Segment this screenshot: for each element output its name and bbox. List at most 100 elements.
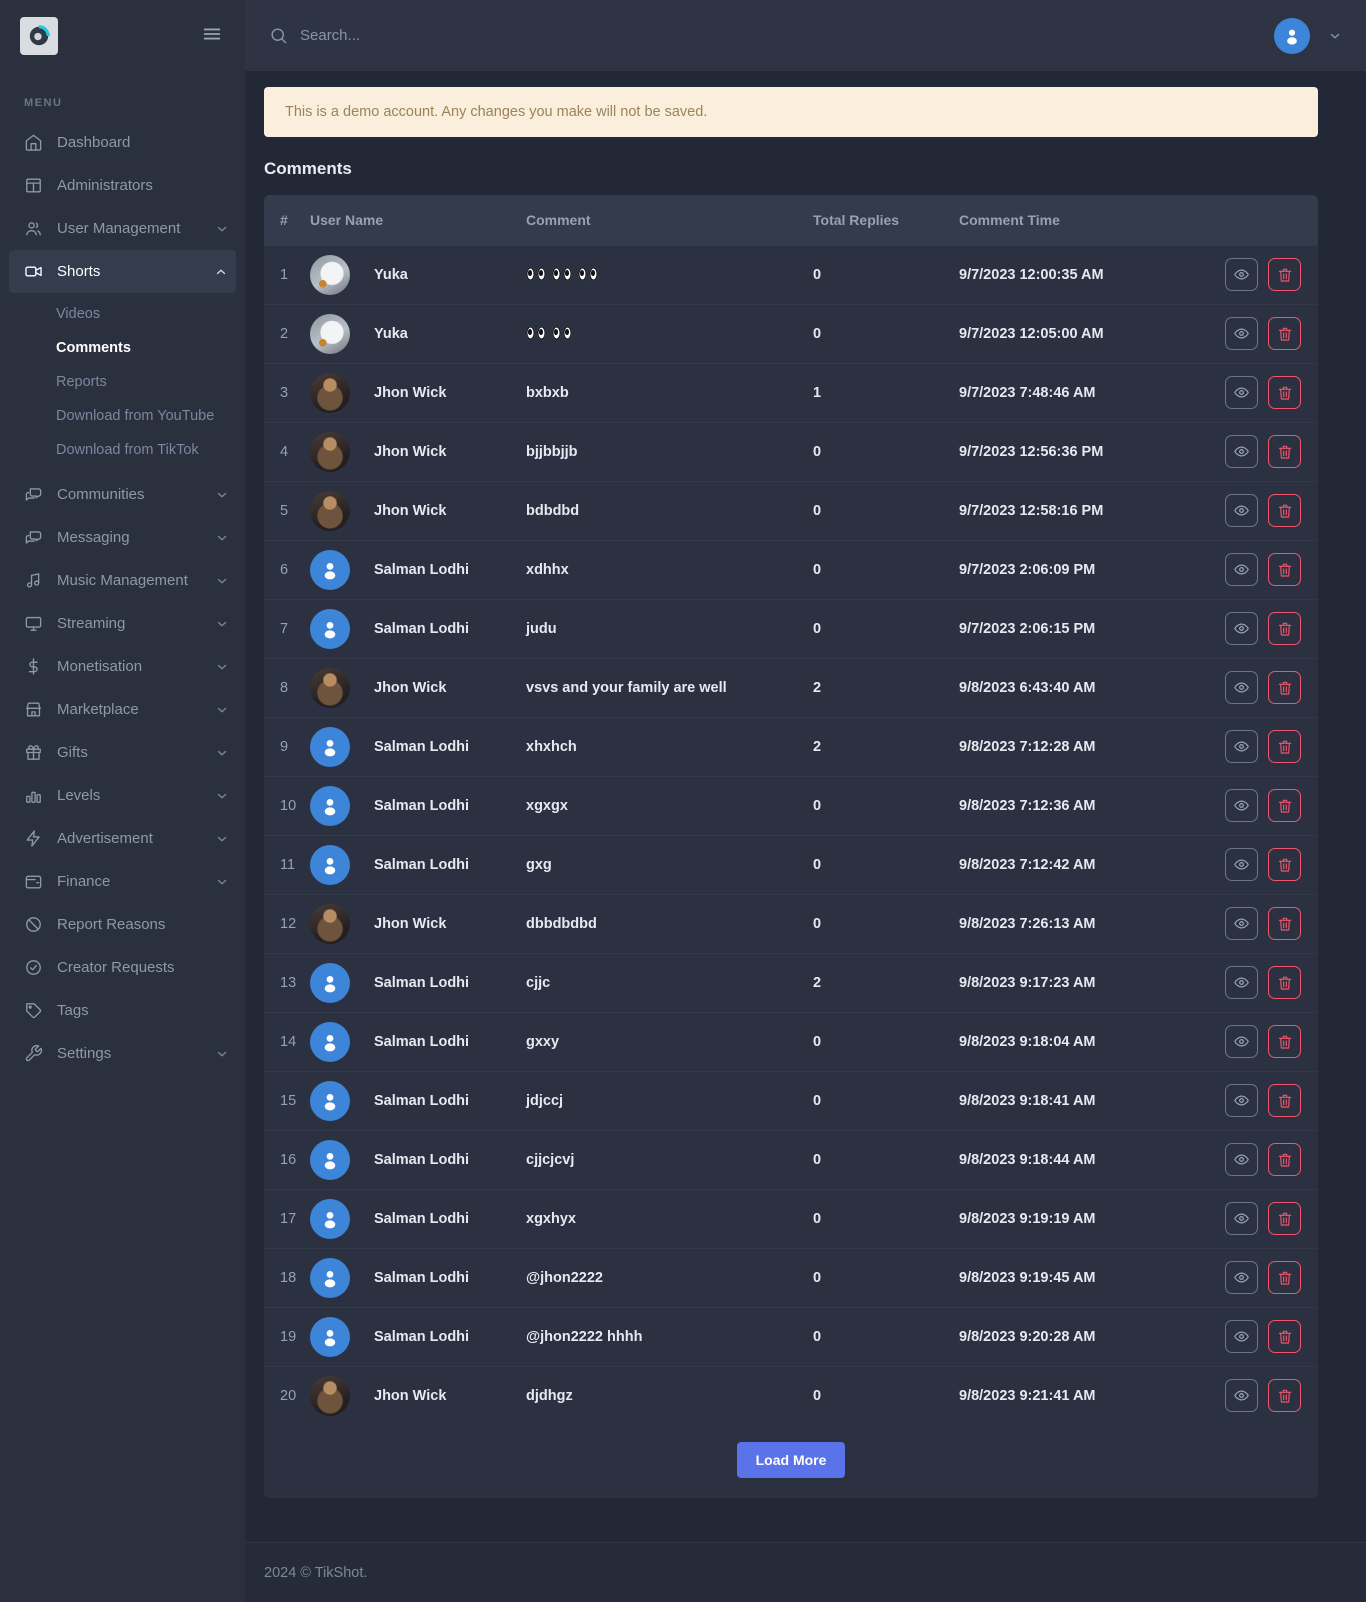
sidebar-item-user-management[interactable]: User Management	[0, 207, 245, 250]
delete-comment-button[interactable]	[1268, 907, 1301, 940]
table-body: 1 Yuka 0 9/7/2023 12:00:35 AM 2 Yuka 0 9…	[264, 244, 1318, 1425]
user-avatar-default	[310, 726, 350, 767]
view-comment-button[interactable]	[1225, 907, 1258, 940]
row-actions	[1225, 907, 1318, 940]
view-comment-button[interactable]	[1225, 612, 1258, 645]
view-comment-button[interactable]	[1225, 258, 1258, 291]
delete-comment-button[interactable]	[1268, 435, 1301, 468]
delete-comment-button[interactable]	[1268, 671, 1301, 704]
sidebar-item-settings[interactable]: Settings	[0, 1032, 245, 1075]
view-comment-button[interactable]	[1225, 1320, 1258, 1353]
view-comment-button[interactable]	[1225, 1025, 1258, 1058]
delete-comment-button[interactable]	[1268, 1320, 1301, 1353]
comment-row: 20 Jhon Wick djdhgz 0 9/8/2023 9:21:41 A…	[264, 1365, 1318, 1425]
bar-chart-icon	[24, 786, 43, 805]
view-comment-button[interactable]	[1225, 1261, 1258, 1294]
row-user-name: Salman Lodhi	[374, 775, 526, 835]
sidebar-item-creator-requests[interactable]: Creator Requests	[0, 946, 245, 989]
delete-comment-button[interactable]	[1268, 1261, 1301, 1294]
sidebar-item-gifts[interactable]: Gifts	[0, 731, 245, 774]
row-user-name: Salman Lodhi	[374, 716, 526, 776]
delete-comment-button[interactable]	[1268, 612, 1301, 645]
view-comment-button[interactable]	[1225, 435, 1258, 468]
chevron-down-icon	[215, 488, 229, 502]
delete-comment-button[interactable]	[1268, 494, 1301, 527]
delete-comment-button[interactable]	[1268, 1379, 1301, 1413]
topbar	[245, 0, 1366, 71]
sidebar-subitem-comments[interactable]: Comments	[56, 340, 131, 356]
row-number: 20	[264, 1365, 310, 1425]
delete-comment-button[interactable]	[1268, 966, 1301, 999]
view-comment-button[interactable]	[1225, 966, 1258, 999]
view-comment-button[interactable]	[1225, 671, 1258, 704]
delete-comment-button[interactable]	[1268, 789, 1301, 822]
chevron-down-icon	[215, 703, 229, 717]
view-comment-button[interactable]	[1225, 494, 1258, 527]
view-comment-button[interactable]	[1225, 317, 1258, 350]
delete-comment-button[interactable]	[1268, 258, 1301, 291]
sidebar-item-dashboard[interactable]: Dashboard	[0, 121, 245, 164]
sidebar-item-label: Marketplace	[57, 701, 139, 718]
view-comment-button[interactable]	[1225, 1202, 1258, 1235]
view-comment-button[interactable]	[1225, 1084, 1258, 1117]
sidebar-item-label: Advertisement	[57, 830, 153, 847]
search-input[interactable]	[300, 27, 620, 44]
sidebar-item-shorts[interactable]: Shorts	[9, 250, 236, 293]
view-comment-button[interactable]	[1225, 1143, 1258, 1176]
music-icon	[24, 571, 43, 590]
view-comment-button[interactable]	[1225, 730, 1258, 763]
sidebar-item-advertisement[interactable]: Advertisement	[0, 817, 245, 860]
delete-comment-button[interactable]	[1268, 1084, 1301, 1117]
load-more-button[interactable]: Load More	[736, 1442, 846, 1478]
row-comment-time: 9/8/2023 6:43:40 AM	[959, 657, 1225, 717]
sidebar-subitem-download-from-tiktok[interactable]: Download from TikTok	[56, 442, 199, 458]
row-comment: bxbxb	[526, 362, 813, 422]
user-avatar-default	[310, 962, 350, 1003]
delete-comment-button[interactable]	[1268, 553, 1301, 586]
delete-comment-button[interactable]	[1268, 730, 1301, 763]
delete-comment-button[interactable]	[1268, 376, 1301, 409]
sidebar-item-streaming[interactable]: Streaming	[0, 602, 245, 645]
sidebar-item-label: Administrators	[57, 177, 153, 194]
col-header-total-replies: Total Replies	[813, 195, 959, 245]
sidebar-subitem-reports[interactable]: Reports	[56, 374, 107, 390]
sidebar-item-report-reasons[interactable]: Report Reasons	[0, 903, 245, 946]
sidebar-item-administrators[interactable]: Administrators	[0, 164, 245, 207]
row-user-name: Jhon Wick	[374, 657, 526, 717]
view-comment-button[interactable]	[1225, 848, 1258, 881]
user-avatar[interactable]	[1274, 17, 1310, 54]
sidebar-item-marketplace[interactable]: Marketplace	[0, 688, 245, 731]
delete-comment-button[interactable]	[1268, 1025, 1301, 1058]
view-comment-button[interactable]	[1225, 789, 1258, 822]
row-comment: @jhon2222	[526, 1247, 813, 1307]
sidebar-item-monetisation[interactable]: Monetisation	[0, 645, 245, 688]
sidebar-subitem-videos[interactable]: Videos	[56, 306, 101, 322]
comment-row: 18 Salman Lodhi @jhon2222 0 9/8/2023 9:1…	[264, 1247, 1318, 1307]
sidebar-subitem-download-from-youtube[interactable]: Download from YouTube	[56, 408, 215, 424]
view-comment-button[interactable]	[1225, 553, 1258, 586]
row-comment: dbbdbdbd	[526, 893, 813, 953]
sidebar-item-tags[interactable]: Tags	[0, 989, 245, 1032]
view-comment-button[interactable]	[1225, 376, 1258, 409]
row-comment: djdhgz	[526, 1365, 813, 1425]
sidebar-item-music-management[interactable]: Music Management	[0, 559, 245, 602]
sidebar-item-levels[interactable]: Levels	[0, 774, 245, 817]
sidebar-item-messaging[interactable]: Messaging	[0, 516, 245, 559]
home-icon	[24, 133, 43, 152]
sidebar-item-finance[interactable]: Finance	[0, 860, 245, 903]
delete-comment-button[interactable]	[1268, 848, 1301, 881]
row-actions	[1225, 317, 1318, 350]
row-actions	[1225, 494, 1318, 527]
user-menu-chevron-icon[interactable]	[1328, 29, 1342, 43]
row-comment-time: 9/8/2023 9:18:04 AM	[959, 1011, 1225, 1071]
user-avatar-default	[310, 844, 350, 885]
app-logo[interactable]	[20, 16, 58, 55]
sidebar-item-communities[interactable]: Communities	[0, 473, 245, 516]
row-user-name: Salman Lodhi	[374, 1306, 526, 1366]
view-comment-button[interactable]	[1225, 1379, 1258, 1413]
delete-comment-button[interactable]	[1268, 317, 1301, 350]
sidebar-toggle-button[interactable]	[199, 21, 225, 50]
row-comment: cjjc	[526, 952, 813, 1012]
delete-comment-button[interactable]	[1268, 1202, 1301, 1235]
delete-comment-button[interactable]	[1268, 1143, 1301, 1176]
